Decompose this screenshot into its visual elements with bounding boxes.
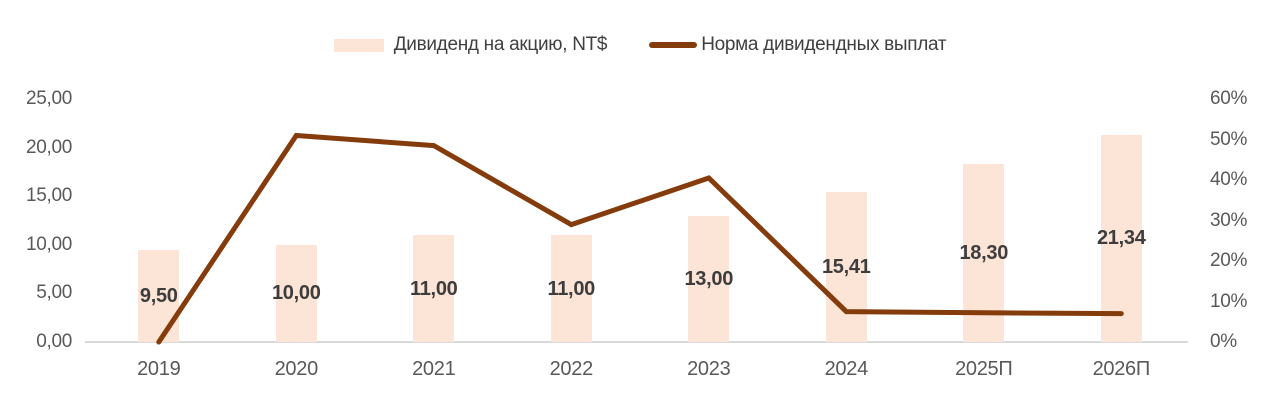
left-axis-tick: 0,00	[36, 331, 72, 352]
bar-value-label: 15,41	[821, 256, 871, 279]
x-axis-label: 2021	[412, 358, 456, 380]
x-axis-label: 2025П	[955, 358, 1013, 380]
left-axis-tick: 25,00	[25, 88, 72, 109]
legend-item-dividend: Дивиденд на акцию, NT$	[333, 34, 608, 56]
right-axis-tick: 20%	[1210, 250, 1248, 271]
right-axis-tick: 0%	[1210, 331, 1237, 352]
chart-legend: Дивиденд на акцию, NT$ Норма дивидендных…	[0, 34, 1280, 56]
x-axis-label: 2024	[824, 358, 869, 380]
right-axis-tick: 60%	[1210, 88, 1248, 109]
left-axis-tick: 15,00	[25, 185, 72, 207]
bar-value-label: 11,00	[547, 277, 596, 300]
bar-value-label: 18,30	[959, 242, 1009, 265]
zero-baseline	[85, 341, 1188, 343]
bar-value-label: 21,34	[1096, 227, 1146, 250]
right-axis-tick: 40%	[1210, 169, 1248, 190]
x-axis-label: 2020	[274, 358, 319, 380]
line-series-label: Норма дивидендных выплат	[701, 34, 947, 55]
left-axis-tick: 20,00	[25, 136, 72, 158]
bar-value-label: 13,00	[684, 267, 734, 290]
bar-value-label: 9,50	[139, 284, 178, 307]
x-axis-label: 2026П	[1092, 358, 1151, 380]
bar-value-label: 11,00	[410, 277, 458, 300]
legend-item-payout: Норма дивидендных выплат	[649, 34, 947, 56]
left-axis-tick: 5,00	[36, 282, 72, 304]
bar-series-label: Дивиденд на акцию, NT$	[393, 34, 608, 55]
left-axis-tick: 10,00	[25, 233, 72, 255]
right-axis-tick: 50%	[1210, 128, 1248, 150]
bar-value-label: 10,00	[271, 282, 321, 305]
right-axis-tick: 30%	[1210, 209, 1248, 231]
right-axis-tick: 10%	[1210, 290, 1248, 312]
bar-series-swatch-icon	[333, 38, 384, 52]
x-axis-label: 2022	[549, 358, 594, 380]
line-series-swatch-icon	[649, 42, 698, 48]
x-axis-label: 2019	[137, 358, 181, 380]
x-axis-label: 2023	[687, 358, 731, 380]
